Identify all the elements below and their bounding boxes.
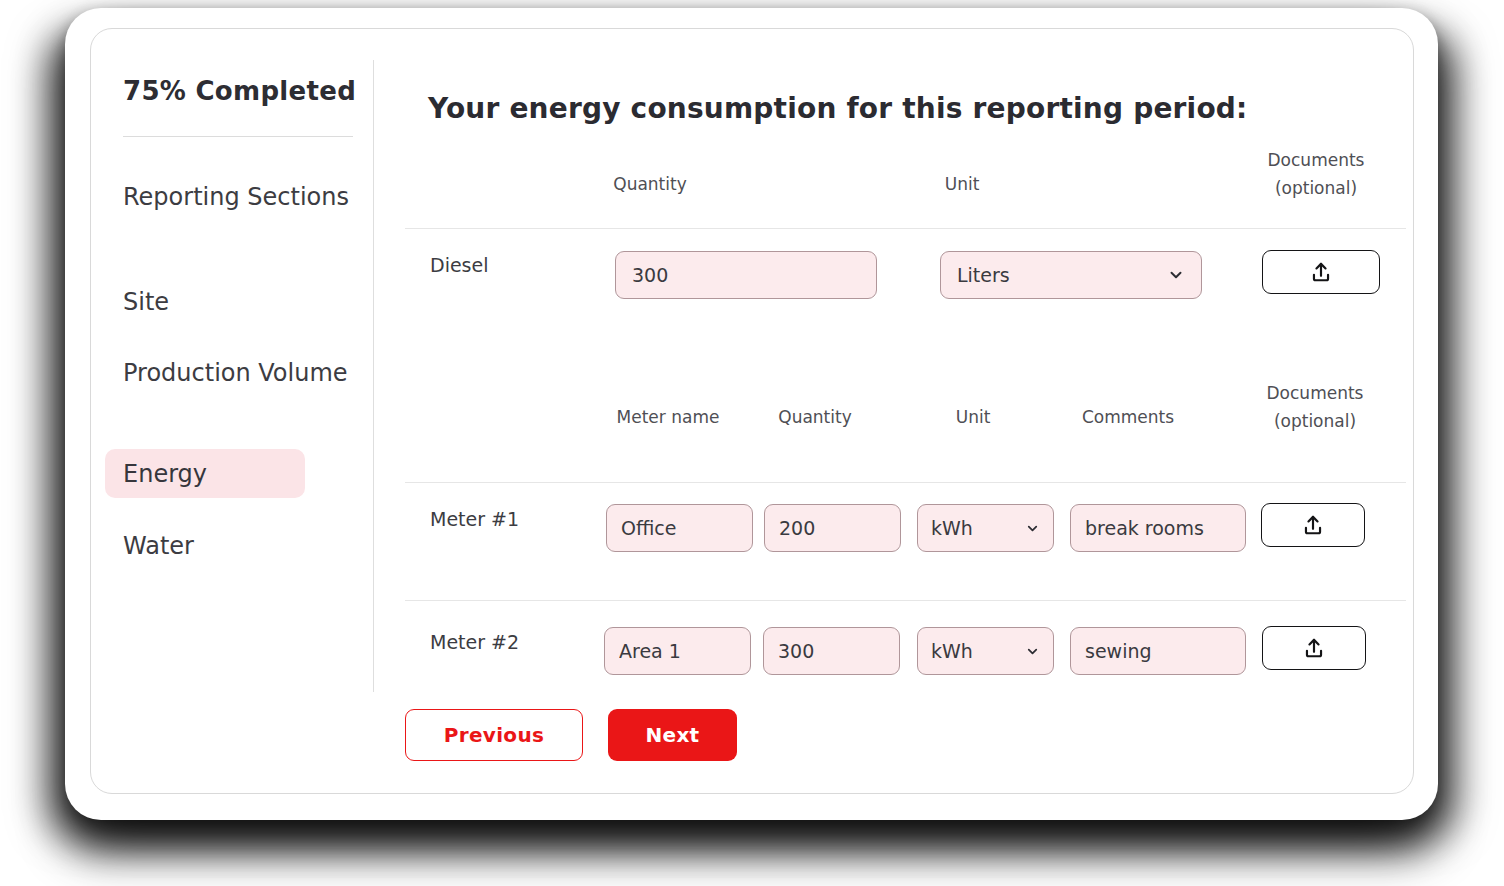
meter1-upload-button[interactable] [1261, 503, 1365, 547]
meter2-unit-select[interactable]: kWh [917, 627, 1054, 675]
meter2-row-label: Meter #2 [430, 631, 519, 653]
meter-header-unit: Unit [956, 407, 991, 427]
meter-table-divider-1 [405, 482, 1406, 483]
meter1-quantity-input[interactable] [764, 504, 901, 552]
form-panel [90, 28, 1414, 794]
sidebar-item-reporting-sections[interactable]: Reporting Sections [123, 180, 358, 214]
chevron-down-icon [1025, 644, 1040, 659]
diesel-unit-select[interactable]: Liters [940, 251, 1202, 299]
fuel-header-unit: Unit [945, 174, 980, 194]
diesel-unit-select-value: Liters [957, 264, 1010, 286]
meter-header-documents-line1: Documents [1267, 379, 1364, 407]
next-button[interactable]: Next [608, 709, 737, 761]
fuel-header-documents-line1: Documents [1268, 146, 1365, 174]
fuel-header-documents-line2: (optional) [1268, 174, 1365, 202]
chevron-down-icon [1025, 521, 1040, 536]
upload-icon [1308, 259, 1334, 285]
wizard-card: 75% Completed Reporting Sections Site Pr… [65, 8, 1438, 820]
fuel-header-quantity: Quantity [613, 174, 686, 194]
meter1-comments-input[interactable] [1070, 504, 1246, 552]
fuel-header-documents: Documents (optional) [1268, 146, 1365, 202]
diesel-quantity-input[interactable] [615, 251, 877, 299]
meter2-comments-input[interactable] [1070, 627, 1246, 675]
page-title: Your energy consumption for this reporti… [428, 92, 1388, 125]
meter2-unit-select-value: kWh [931, 640, 973, 662]
sidebar-item-water[interactable]: Water [123, 529, 358, 563]
sidebar-item-production-volume[interactable]: Production Volume [123, 356, 358, 390]
meter-header-name: Meter name [617, 407, 720, 427]
upload-icon [1301, 635, 1327, 661]
sidebar-item-energy-active[interactable]: Energy [105, 449, 305, 498]
meter1-name-input[interactable] [606, 504, 753, 552]
meter2-name-input[interactable] [604, 627, 751, 675]
meter-table-divider-2 [405, 600, 1406, 601]
screen: 75% Completed Reporting Sections Site Pr… [0, 0, 1504, 886]
progress-label: 75% Completed [123, 76, 356, 106]
chevron-down-icon [1167, 266, 1185, 284]
meter-header-comments: Comments [1082, 407, 1174, 427]
meter-header-documents-line2: (optional) [1267, 407, 1364, 435]
diesel-upload-button[interactable] [1262, 250, 1380, 294]
sidebar-item-site[interactable]: Site [123, 285, 358, 319]
sidebar-item-energy-label: Energy [105, 460, 207, 488]
meter2-upload-button[interactable] [1262, 626, 1366, 670]
meter1-unit-select[interactable]: kWh [917, 504, 1054, 552]
sidebar-divider [123, 136, 353, 137]
fuel-row-label-diesel: Diesel [430, 254, 488, 276]
sidebar-vertical-divider [373, 60, 374, 692]
upload-icon [1300, 512, 1326, 538]
previous-button[interactable]: Previous [405, 709, 583, 761]
fuel-table-divider [405, 228, 1406, 229]
meter-header-quantity: Quantity [778, 407, 851, 427]
meter1-unit-select-value: kWh [931, 517, 973, 539]
meter-header-documents: Documents (optional) [1267, 379, 1364, 435]
meter2-quantity-input[interactable] [763, 627, 900, 675]
meter1-row-label: Meter #1 [430, 508, 519, 530]
